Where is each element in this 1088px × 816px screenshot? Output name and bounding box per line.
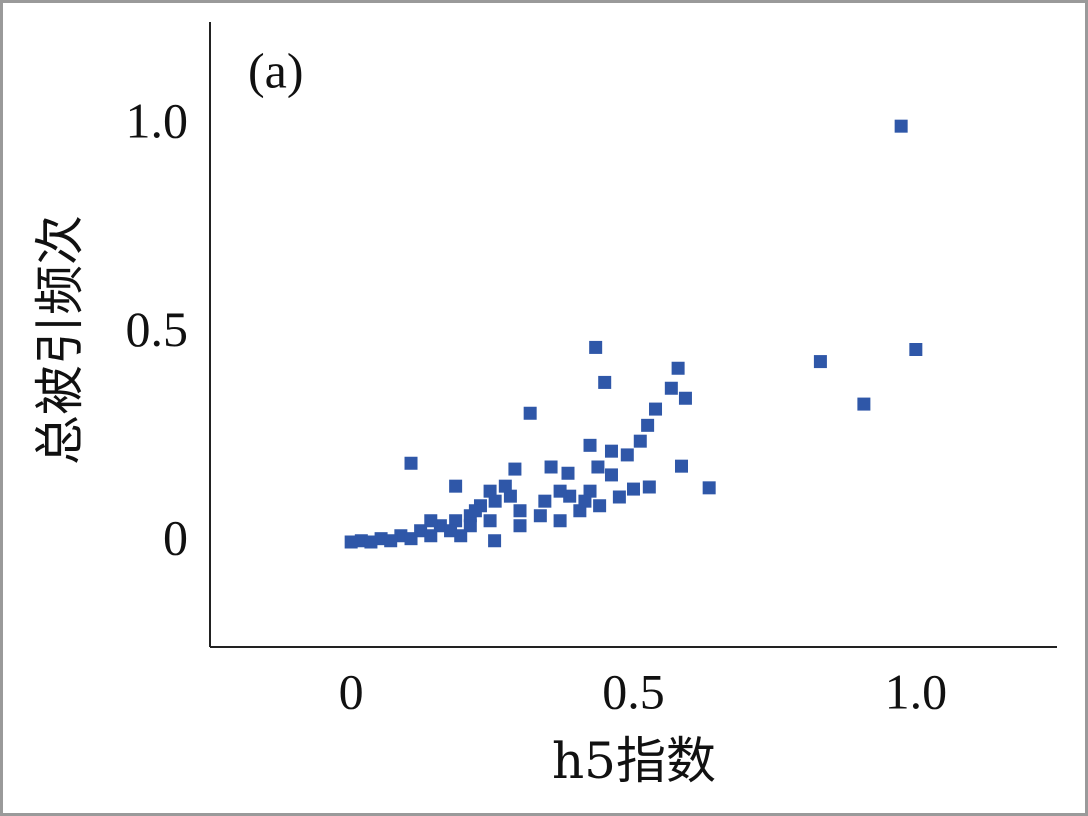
point bbox=[604, 468, 618, 482]
point bbox=[857, 397, 871, 411]
point bbox=[468, 504, 482, 518]
point bbox=[633, 434, 647, 448]
point bbox=[344, 535, 358, 549]
point bbox=[444, 524, 458, 538]
point bbox=[561, 466, 575, 480]
point bbox=[641, 418, 655, 432]
x-axis-label: h5指数 bbox=[552, 732, 716, 790]
point bbox=[503, 489, 517, 503]
point bbox=[702, 481, 716, 495]
y-axis-label: 总被引频次 bbox=[31, 215, 89, 465]
point bbox=[649, 402, 663, 416]
point bbox=[671, 361, 685, 375]
y-tick-label: 0 bbox=[163, 509, 188, 565]
point bbox=[424, 514, 438, 528]
point bbox=[463, 519, 477, 533]
x-tick-label: 0.5 bbox=[602, 663, 665, 719]
point bbox=[664, 381, 678, 395]
point bbox=[678, 391, 692, 405]
annotation: (a) bbox=[248, 42, 304, 98]
point bbox=[553, 514, 567, 528]
point bbox=[508, 462, 522, 476]
point bbox=[394, 529, 408, 543]
point bbox=[424, 529, 438, 543]
point bbox=[553, 484, 567, 498]
point bbox=[674, 459, 688, 473]
point bbox=[513, 504, 527, 518]
point bbox=[604, 444, 618, 458]
point bbox=[364, 535, 378, 549]
point bbox=[589, 340, 603, 354]
point bbox=[454, 529, 468, 543]
point bbox=[488, 534, 502, 548]
point bbox=[593, 499, 607, 513]
point bbox=[583, 484, 597, 498]
point bbox=[578, 494, 592, 508]
point bbox=[620, 448, 634, 462]
point bbox=[483, 484, 497, 498]
point bbox=[404, 456, 418, 470]
point bbox=[488, 494, 502, 508]
point bbox=[513, 519, 527, 533]
point bbox=[909, 343, 923, 356]
point bbox=[591, 460, 605, 474]
y-tick-label: 0.5 bbox=[126, 301, 189, 357]
point bbox=[384, 534, 398, 548]
point bbox=[544, 460, 558, 474]
point bbox=[894, 119, 908, 133]
point bbox=[627, 482, 640, 496]
point bbox=[404, 532, 418, 546]
y-tick-label: 1.0 bbox=[126, 93, 189, 149]
point bbox=[483, 514, 497, 528]
point bbox=[813, 355, 827, 369]
x-tick-label: 0 bbox=[339, 663, 364, 719]
point bbox=[598, 375, 612, 389]
point bbox=[612, 490, 626, 504]
point bbox=[583, 438, 597, 452]
point bbox=[538, 494, 552, 508]
point bbox=[642, 480, 656, 494]
point bbox=[498, 479, 512, 493]
point bbox=[449, 514, 463, 528]
point bbox=[533, 509, 547, 523]
point bbox=[449, 479, 463, 493]
x-tick-label: 1.0 bbox=[885, 663, 948, 719]
point bbox=[523, 406, 537, 420]
